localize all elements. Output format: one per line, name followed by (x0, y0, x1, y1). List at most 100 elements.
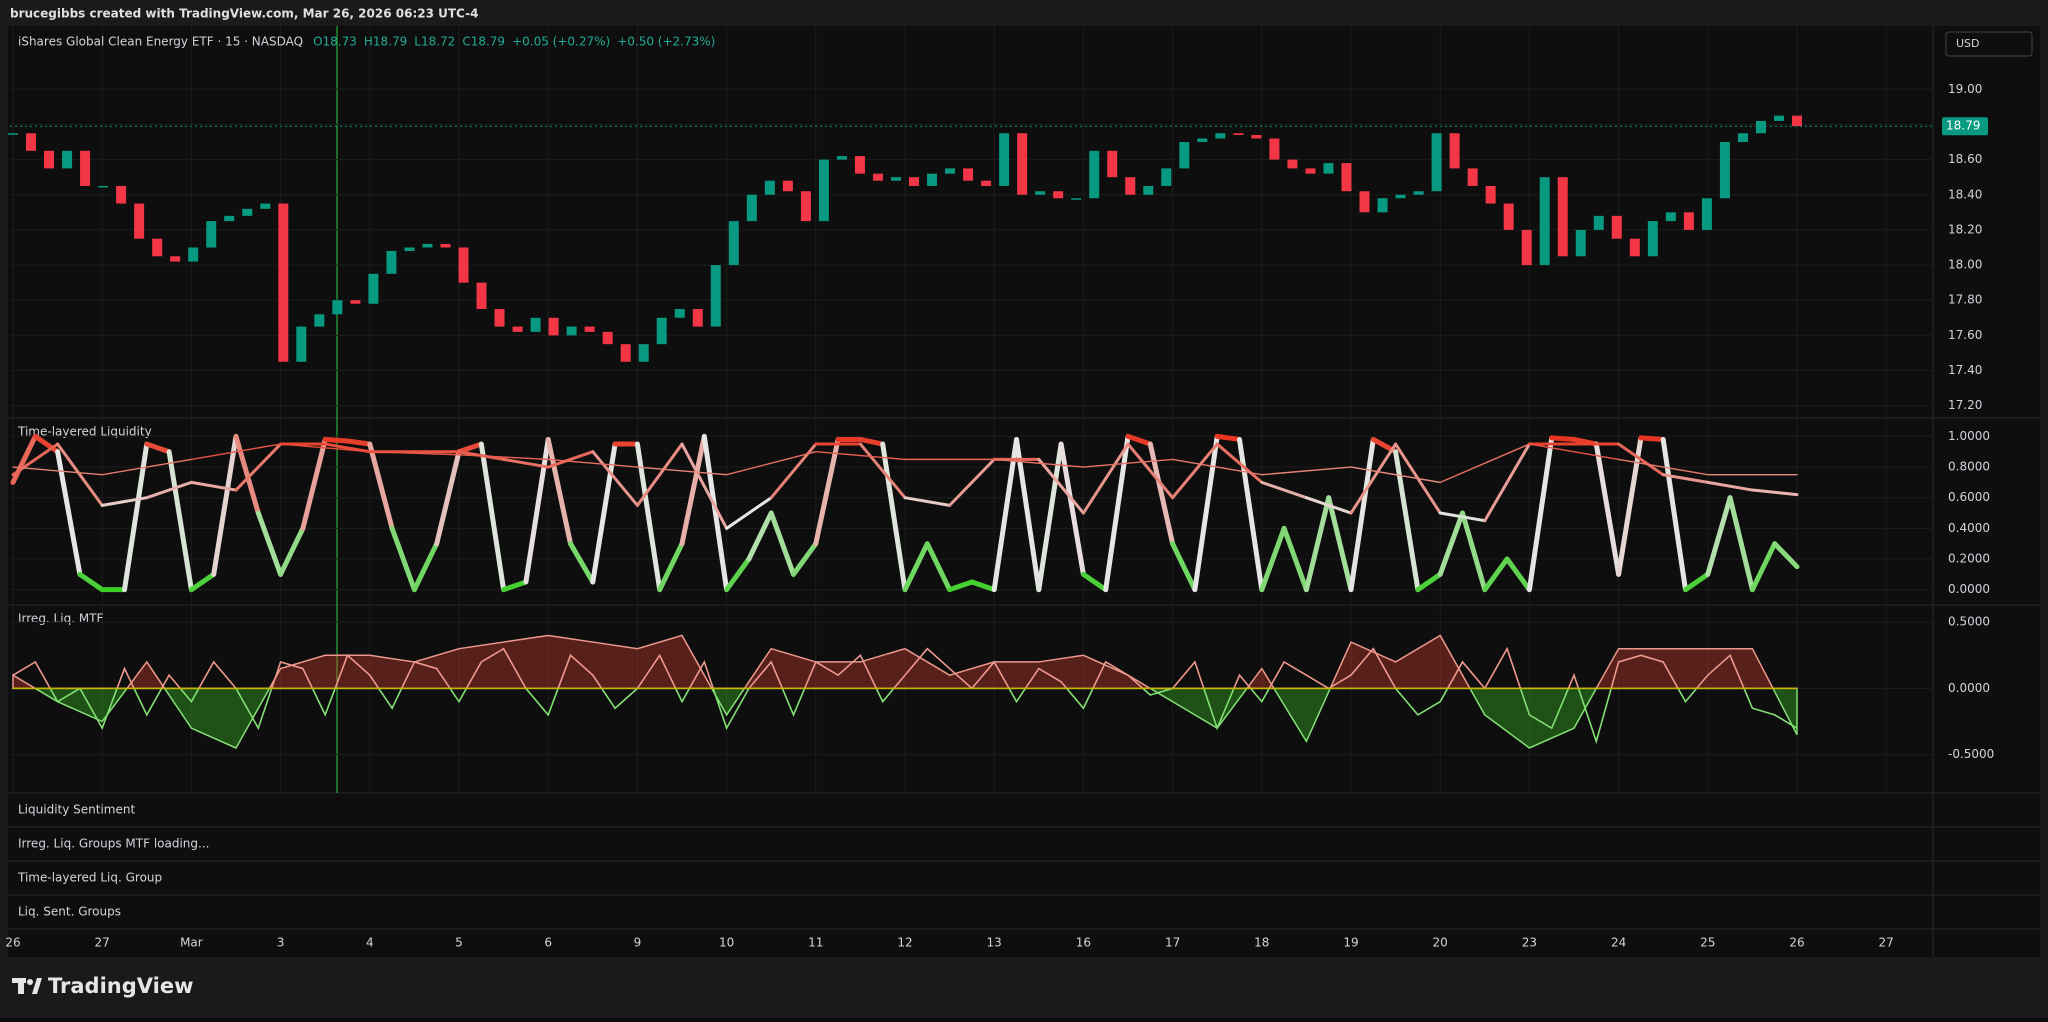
candle (818, 159, 829, 222)
liquidity-segment (635, 442, 684, 507)
liquidity-segment (189, 480, 238, 492)
y-tick-label: 18.40 (1948, 187, 1982, 201)
y-tick-label: 0.0000 (1948, 681, 1990, 695)
liquidity-segment (768, 510, 796, 577)
candle (1467, 168, 1478, 186)
liquidity-segment (190, 443, 282, 461)
candle (350, 300, 361, 304)
candle (963, 168, 974, 181)
liquidity-segment (367, 441, 395, 531)
liquidity-segment (345, 438, 373, 447)
candle (1359, 191, 1370, 213)
candle (656, 317, 667, 345)
candle (296, 326, 307, 362)
candle (1287, 159, 1298, 169)
candle (1557, 177, 1568, 257)
liquidity-segment (1460, 510, 1488, 593)
liquidity-segment (724, 556, 752, 593)
liquidity-segment (679, 433, 707, 547)
candle (1773, 115, 1784, 121)
byline: brucegibbs created with TradingView.com,… (10, 7, 478, 21)
candle (1215, 133, 1226, 139)
liquidity-segment (211, 433, 239, 577)
liquidity-segment (1706, 480, 1754, 492)
liquidity-segment (322, 436, 350, 444)
liquidity-segment (1171, 442, 1219, 500)
liquidity-segment (857, 436, 886, 447)
y-tick-label: -0.5000 (1948, 747, 1994, 761)
liquidity-segment (725, 496, 773, 530)
candle (494, 309, 505, 327)
y-tick-label: 0.4000 (1948, 521, 1990, 535)
liquidity-segment (278, 525, 306, 577)
candle (836, 156, 847, 160)
candle (1341, 163, 1352, 192)
candle (584, 326, 595, 332)
liquidity-segment (1125, 433, 1153, 447)
currency-button[interactable] (1945, 31, 2033, 57)
candle (602, 331, 613, 345)
liquidity-segment (502, 457, 550, 469)
candle (1233, 133, 1244, 135)
candle (1611, 215, 1622, 239)
x-tick-label: 27 (95, 936, 110, 950)
liquidity-segment (902, 541, 930, 593)
candle (872, 173, 883, 181)
candle (566, 326, 577, 336)
liquidity-segment (701, 433, 730, 593)
liquidity-segment (924, 541, 953, 593)
liquidity-segment (501, 579, 529, 593)
candle (945, 168, 956, 174)
liquidity-segment (1281, 525, 1309, 593)
liquidity-segment (1683, 571, 1711, 593)
candle (1755, 120, 1766, 134)
candle (1179, 142, 1190, 169)
liquidity-segment (10, 433, 38, 485)
liquidity-segment (1259, 525, 1287, 593)
currency[interactable]: USD (1956, 37, 1980, 50)
candle (134, 203, 145, 239)
candle (854, 156, 865, 174)
liquidity-segment (56, 442, 104, 507)
liquidity-segment (77, 571, 105, 593)
liquidity-segment (1037, 457, 1085, 515)
liquidity-segment (993, 458, 1085, 468)
candle (620, 344, 631, 362)
liquidity-segment (255, 510, 284, 577)
candle (440, 243, 451, 248)
candle (1575, 229, 1586, 257)
y-tick-label: 1.0000 (1948, 429, 1990, 443)
x-tick-label: 20 (1433, 936, 1448, 950)
y-tick-label: 0.8000 (1948, 460, 1990, 474)
liquidity-segment (813, 436, 841, 547)
candle (26, 133, 37, 151)
candle (1737, 133, 1748, 143)
x-tick-label: 3 (277, 936, 285, 950)
candle (1683, 212, 1694, 230)
liquidity-segment (1749, 541, 1778, 593)
liquidity-segment (590, 441, 618, 585)
liquidity-segment (1303, 495, 1332, 593)
candle (1719, 142, 1730, 199)
candle (224, 215, 235, 222)
ohlc-value: +0.50 (+2.73%) (617, 35, 715, 49)
collapsed-pane-title: Irreg. Liq. Groups MTF loading... (18, 837, 209, 851)
liquidity-segment (1504, 556, 1532, 593)
collapsed-pane-title: Time-layered Liq. Group (17, 871, 162, 885)
liquidity-segment (1349, 442, 1398, 515)
liquidity-segment (1638, 435, 1666, 442)
liquidity-segment (1661, 473, 1710, 484)
liquidity-segment (1437, 510, 1465, 577)
liquidity-segment (1215, 442, 1264, 484)
candle (1161, 168, 1172, 186)
liquidity-segment (1080, 571, 1109, 593)
candle (1701, 198, 1712, 230)
liquidity-segment (1170, 541, 1198, 593)
liquidity-segment (279, 443, 371, 453)
liquidity-segment (11, 442, 60, 477)
liquidity-segment (591, 450, 639, 507)
x-tick-label: 26 (1789, 936, 1804, 950)
liquidity-segment (947, 579, 975, 593)
candle (674, 309, 685, 318)
candle (1053, 191, 1064, 199)
